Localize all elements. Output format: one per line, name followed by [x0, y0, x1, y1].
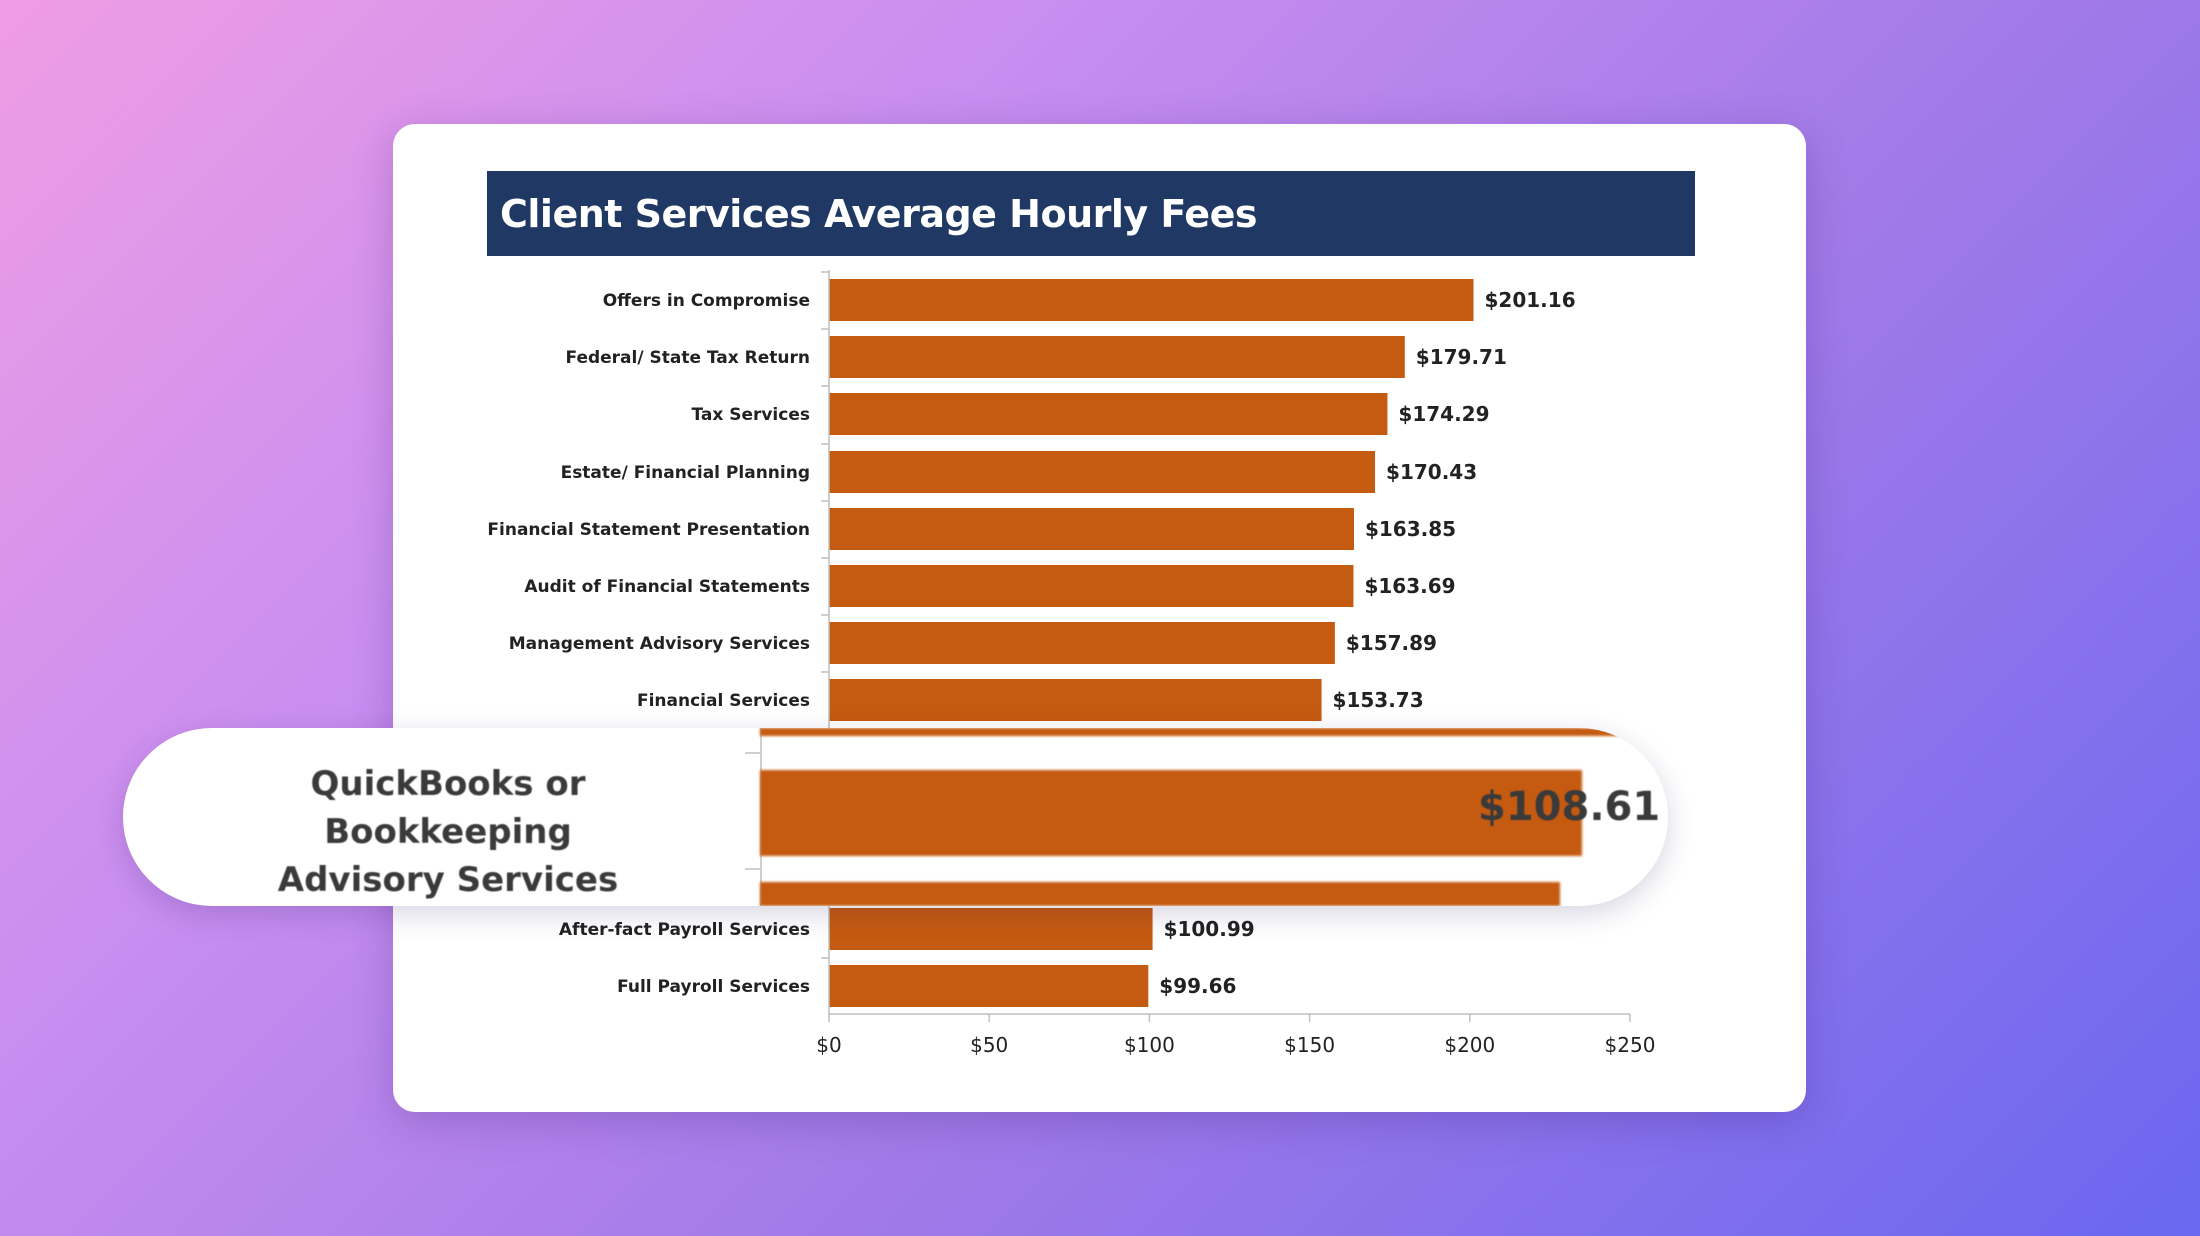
- category-label: Financial Services: [637, 691, 810, 711]
- value-label: $174.29: [1398, 402, 1489, 426]
- category-label: Federal/ State Tax Return: [566, 348, 810, 368]
- value-label: $153.73: [1333, 688, 1424, 712]
- bar-6: [829, 565, 1354, 607]
- category-label: Offers in Compromise: [603, 291, 810, 311]
- category-label: Audit of Financial Statements: [524, 577, 810, 597]
- x-tick-label: $50: [970, 1033, 1008, 1057]
- x-tick-label: $200: [1444, 1033, 1495, 1057]
- bar-1: [829, 279, 1474, 321]
- bars-group: Offers in Compromise $201.16 Federal/ Stat…: [487, 279, 1576, 1007]
- bar-5: [829, 508, 1354, 550]
- category-label: After-fact Payroll Services: [559, 920, 810, 940]
- bar-9: [829, 908, 1153, 950]
- value-label: $179.71: [1416, 345, 1507, 369]
- bar-3: [829, 393, 1388, 435]
- x-tick-label: $250: [1605, 1033, 1656, 1057]
- chart-title-text: Client Services Average Hourly Fees: [500, 191, 1257, 236]
- zoom-bar-above: [760, 728, 1620, 736]
- bar-7: [829, 622, 1335, 664]
- zoom-label-line2: Advisory Services: [277, 860, 619, 900]
- value-label: $163.85: [1365, 517, 1456, 541]
- zoom-axis-tick: [745, 752, 760, 754]
- bar-8: [829, 679, 1322, 721]
- value-label: $99.66: [1159, 974, 1236, 998]
- category-label: Estate/ Financial Planning: [561, 463, 810, 483]
- zoom-axis-tick: [745, 868, 760, 870]
- category-label: Tax Services: [691, 405, 810, 425]
- zoom-callout: QuickBooks or Bookkeeping Advisory Servi…: [123, 728, 1668, 906]
- category-label: Full Payroll Services: [617, 977, 810, 997]
- value-label: $170.43: [1386, 460, 1477, 484]
- bar-4: [829, 451, 1376, 493]
- x-tick-label: $100: [1124, 1033, 1175, 1057]
- zoom-category-label: QuickBooks or Bookkeeping Advisory Servi…: [203, 760, 693, 904]
- zoom-value-label: $108.61: [1478, 784, 1661, 830]
- x-axis: $0 $50 $100 $150 $200 $250: [816, 270, 1655, 1057]
- zoom-bar-below: [760, 882, 1560, 906]
- value-label: $100.99: [1164, 917, 1255, 941]
- chart-title: Client Services Average Hourly Fees: [487, 171, 1695, 256]
- category-label: Management Advisory Services: [509, 634, 810, 654]
- value-label: $157.89: [1346, 631, 1437, 655]
- x-tick-label: $150: [1284, 1033, 1335, 1057]
- value-label: $163.69: [1364, 574, 1455, 598]
- bar-10: [829, 965, 1149, 1007]
- value-label: $201.16: [1485, 288, 1576, 312]
- bar-2: [829, 336, 1405, 378]
- x-tick-label: $0: [816, 1033, 841, 1057]
- zoom-label-line1: QuickBooks or Bookkeeping: [310, 764, 586, 852]
- category-label: Financial Statement Presentation: [487, 520, 810, 540]
- zoom-bar-highlight: [760, 770, 1582, 856]
